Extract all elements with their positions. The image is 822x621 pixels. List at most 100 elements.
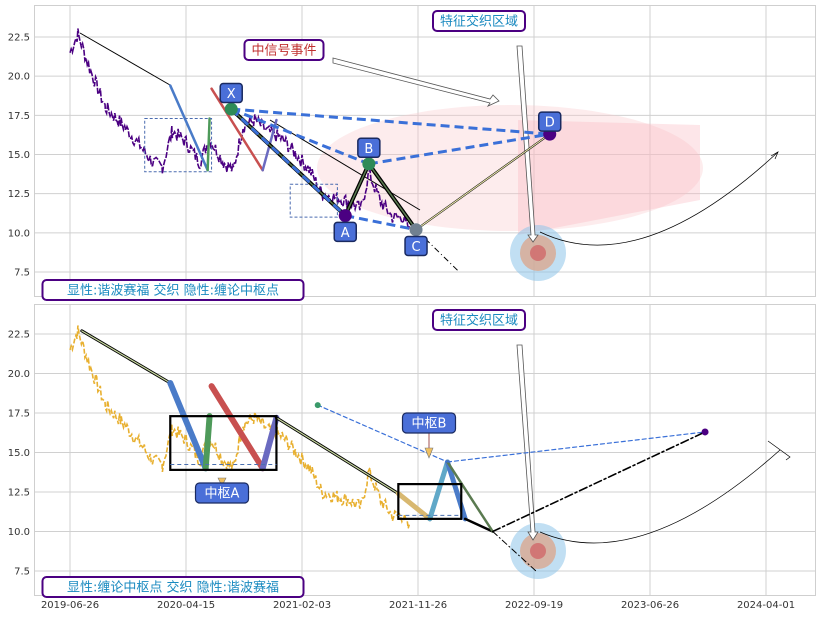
- harmonic-label-box-d: [537, 111, 562, 132]
- zhongshu-box-b: [397, 483, 463, 520]
- start-point-b: [314, 402, 321, 409]
- stroke-up-b2: [259, 414, 280, 472]
- signal-arrow: [332, 57, 500, 107]
- stroke-down-1: [169, 84, 209, 172]
- projection-arc: [539, 151, 779, 246]
- y-tick-label: 10.0: [8, 228, 30, 239]
- harmonic-point-b: [362, 157, 376, 171]
- harmonic-leg-inner: [344, 163, 370, 216]
- signal-event-label: 中信号事件: [251, 44, 316, 59]
- focus-circle-inner: [530, 245, 546, 261]
- harmonic-label-b: B: [364, 142, 373, 157]
- harmonic-dash-b2: [446, 431, 706, 463]
- stroke-down-2: [210, 87, 264, 172]
- x-tick-label: 2022-09-19: [505, 600, 563, 611]
- stroke-b4: [427, 459, 450, 522]
- zhongshu-b-label-box: [401, 412, 457, 434]
- projection-down-b: [492, 531, 537, 572]
- stroke-down-b1: [167, 379, 209, 472]
- stroke-down-b2: [208, 383, 266, 472]
- y-tick-label: 12.5: [8, 189, 30, 200]
- y-tick-label: 17.5: [8, 409, 30, 420]
- harmonic-label-c: C: [411, 240, 420, 255]
- zhongshu-a-label-box: [194, 482, 250, 504]
- projection-arc-head-b: [767, 440, 791, 461]
- top-decorations: [79, 32, 779, 281]
- harmonic-label-box-b: [357, 137, 381, 159]
- stroke-b6: [446, 460, 494, 533]
- trend-stroke-b2-inner: [275, 417, 399, 495]
- harmonic-label-box-x: [219, 82, 243, 104]
- y-tick-label: 12.5: [8, 488, 30, 499]
- projection-line: [415, 229, 460, 273]
- harmonic-ratio-line: [368, 132, 550, 166]
- stroke-up-b1: [202, 413, 213, 472]
- signal-event-label-box: [243, 39, 325, 61]
- harmonic-point-a: [338, 209, 352, 223]
- zhongshu-b-pointer: [424, 447, 434, 459]
- zhongshu-box-b: [169, 415, 278, 471]
- trend-line-2: [269, 119, 421, 211]
- x-tick-label: 2021-02-03: [273, 600, 331, 611]
- y-tick-label: 7.5: [14, 268, 30, 279]
- x-tick-label: 2019-06-26: [41, 600, 99, 611]
- harmonic-ratio-line: [230, 107, 370, 166]
- y-tick-label: 10.0: [8, 527, 30, 538]
- stroke-b3: [395, 491, 433, 522]
- bottom-decorations: [510, 344, 791, 579]
- harmonic-ratio-line: [230, 107, 347, 217]
- y-tick-label: 22.5: [8, 330, 30, 341]
- pattern-fill: [518, 120, 700, 235]
- y-tick-label: 20.0: [8, 72, 30, 83]
- zhongshu-a-pointer: [217, 477, 227, 487]
- feature-zone-label: 特征交织区域: [440, 14, 518, 30]
- projection-arc-b: [539, 449, 781, 544]
- harmonic-ratio-line: [344, 214, 417, 232]
- harmonic-leg-cd-inner: [415, 133, 551, 231]
- y-tick-label: 15.0: [8, 150, 30, 161]
- harmonic-label-d: D: [545, 116, 555, 131]
- price-series: [69, 325, 411, 529]
- zone-arrow-b: [516, 344, 539, 541]
- harmonic-point-c: [409, 223, 423, 237]
- zhongshu-b-label: 中枢B: [412, 417, 447, 432]
- bottom-grid: 7.5 10.0 12.5 15.0 17.5 20.0 22.5 2019-06-26 202…: [8, 305, 815, 611]
- y-tick-label: 17.5: [8, 111, 30, 122]
- feature-zone-ellipse: [317, 105, 703, 231]
- top-caption-box: [41, 279, 305, 301]
- bottom-series: [69, 325, 411, 529]
- top-caption: 显性:谐波赛福 交织 隐性:缠论中枢点: [67, 283, 279, 299]
- trend-line-1: [79, 32, 171, 86]
- x-tick-label: 2021-11-26: [389, 600, 447, 611]
- harmonic-label-a: A: [341, 226, 350, 241]
- y-tick-label: 15.0: [8, 448, 30, 459]
- y-tick-label: 7.5: [14, 567, 30, 578]
- y-tick-label: 20.0: [8, 369, 30, 380]
- zone-arrow: [516, 45, 539, 243]
- x-tick-label: 2023-06-26: [621, 600, 679, 611]
- harmonic-dash-b1: [317, 404, 449, 463]
- harmonic-label-box-a: [333, 221, 358, 243]
- x-tick-label: 2020-04-15: [157, 600, 215, 611]
- harmonic-label-x: X: [227, 87, 236, 102]
- harmonic-ratio-line: [231, 107, 550, 136]
- harmonic-label-box-c: [404, 235, 428, 257]
- overlays: [80, 84, 709, 572]
- feature-zone-label-b-box: [432, 309, 526, 331]
- y-tick-label: 22.5: [8, 33, 30, 44]
- trend-stroke-b1-inner: [81, 330, 171, 384]
- projection-arc-head: [770, 151, 779, 160]
- projection-dashdot-b: [491, 431, 706, 533]
- feature-zone-label-b: 特征交织区域: [440, 313, 518, 329]
- bottom-panel: [34, 304, 816, 596]
- harmonic-point-x: [224, 102, 238, 116]
- trend-stroke-b3: [463, 517, 494, 533]
- zhongshu-a-label: 中枢A: [205, 487, 240, 502]
- stroke-up-1: [206, 117, 211, 172]
- x-tick-label: 2024-04-01: [737, 600, 795, 611]
- harmonic-leg-inner: [368, 163, 417, 231]
- focus-circle-inner-b: [530, 543, 546, 559]
